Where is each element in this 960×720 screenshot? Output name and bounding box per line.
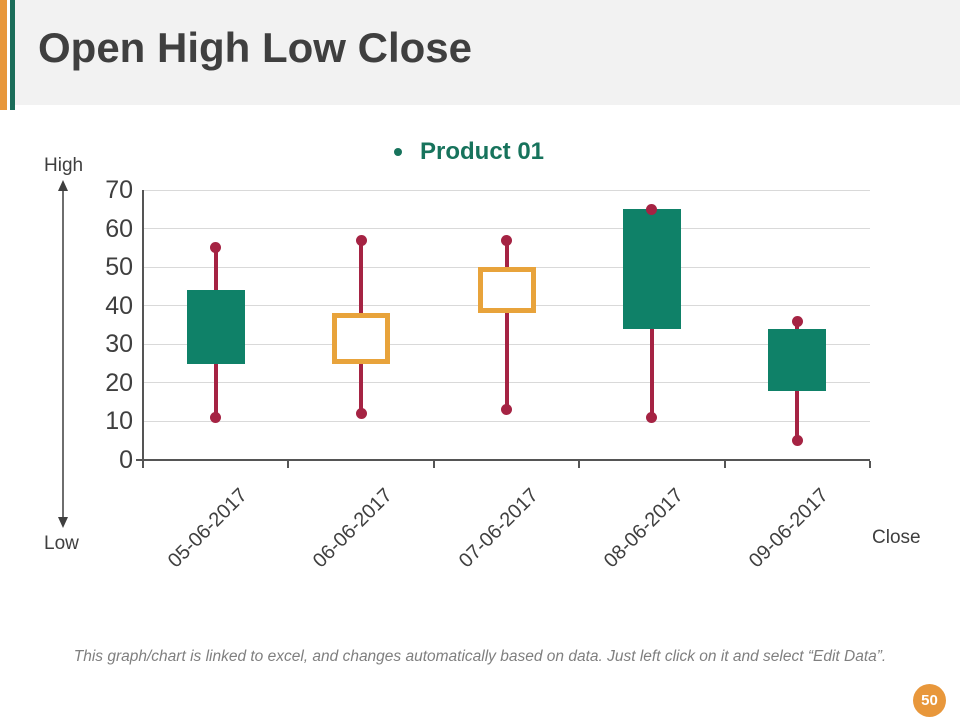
candle-body-up [768,328,827,391]
y-axis-line [142,190,144,467]
accent-stripe-gap [7,0,10,110]
candle-wick [504,240,509,410]
candle-extreme-dot [501,234,512,246]
x-axis-category-label: 09-06-2017 [745,484,834,573]
high-low-arrow-icon [58,180,68,528]
candle-extreme-dot [791,315,803,327]
x-axis-tick [432,461,435,468]
accent-stripe-green [10,0,15,110]
candle-body-up [186,290,245,364]
x-axis-tick [142,461,144,468]
x-axis-tick [723,461,726,468]
x-axis-tick [287,461,290,468]
gridline [143,189,870,191]
close-axis-label: Close [872,527,921,548]
candle-extreme-dot [646,203,658,215]
y-axis-tick-label: 0 [119,446,133,474]
y-axis-tick-label: 30 [105,330,133,359]
gridline [143,420,870,422]
candle-extreme-dot [210,412,222,424]
chart-legend: Product 01 [394,138,544,166]
candle-body-up [622,209,681,329]
y-axis-tick-label: 40 [105,291,133,320]
y-axis-tick-label: 10 [105,407,133,436]
x-axis-tick [578,461,581,468]
low-axis-label: Low [44,533,79,554]
candle-body-down [477,267,536,314]
y-axis-tick-label: 60 [105,214,133,243]
x-axis-category-label: 08-06-2017 [599,484,688,573]
y-axis-tick-label: 20 [105,368,133,397]
legend-bullet-icon [394,148,402,156]
y-axis-tick-label: 50 [105,253,133,282]
candle-extreme-dot [501,404,512,416]
x-axis-line [136,459,870,461]
header-band [0,0,960,105]
candle-extreme-dot [646,412,658,424]
candle-extreme-dot [791,435,803,447]
y-axis-tick-label: 70 [105,176,133,204]
high-axis-label: High [44,155,84,176]
x-axis-tick [869,461,871,468]
candle-extreme-dot [210,242,222,254]
x-axis-category-label: 07-06-2017 [454,484,543,573]
accent-stripe-orange [0,0,7,110]
candle-extreme-dot [355,408,367,420]
page-title: Open High Low Close [38,24,473,71]
footer-note: This graph/chart is linked to excel, and… [73,648,887,665]
page-number: 50 [921,692,938,709]
page-number-badge: 50 [913,684,946,717]
x-axis-category-label: 05-06-2017 [163,484,252,573]
x-axis-category-label: 06-06-2017 [308,484,397,573]
gridline [143,228,870,230]
legend-label: Product 01 [420,138,545,165]
candle-body-down [332,313,391,364]
candle-extreme-dot [355,234,367,246]
